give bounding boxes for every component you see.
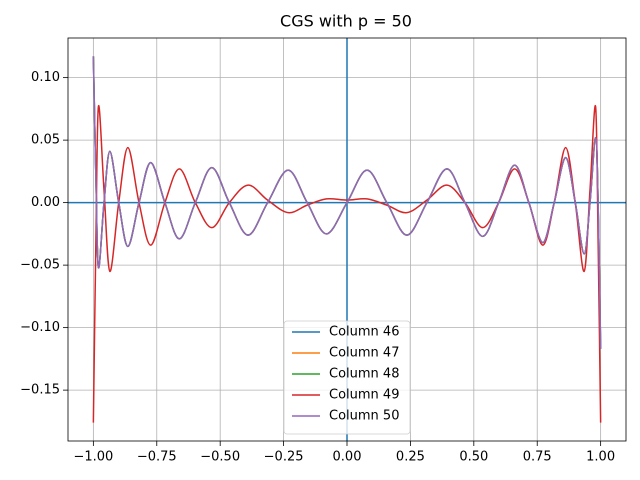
y-tick-label: 0.10: [31, 70, 60, 85]
legend-label: Column 50: [329, 409, 399, 424]
legend-label: Column 48: [329, 367, 399, 382]
y-tick-label: 0.00: [31, 195, 60, 210]
x-tick-label: −1.00: [73, 450, 113, 465]
x-tick-label: −0.25: [264, 450, 304, 465]
axes-frame: [67, 37, 627, 442]
chart-title: CGS with p = 50: [280, 12, 412, 31]
legend-label: Column 46: [329, 325, 399, 340]
x-tick-label: 0.25: [396, 450, 425, 465]
x-tick-label: 0.50: [459, 450, 488, 465]
y-tick-label: −0.05: [20, 258, 60, 273]
y-tick-label: −0.10: [20, 320, 60, 335]
y-tick-label: −0.15: [20, 383, 60, 398]
x-tick-label: 0.00: [333, 450, 362, 465]
x-tick-label: −0.50: [200, 450, 240, 465]
x-tick-label: −0.75: [137, 450, 177, 465]
x-tick-label: 1.00: [586, 450, 615, 465]
series-line: [92, 56, 602, 349]
y-tick-label: 0.05: [31, 133, 60, 148]
x-tick-label: 0.75: [523, 450, 552, 465]
legend-box: [283, 320, 411, 435]
legend-label: Column 47: [329, 346, 399, 361]
legend-label: Column 49: [329, 388, 399, 403]
